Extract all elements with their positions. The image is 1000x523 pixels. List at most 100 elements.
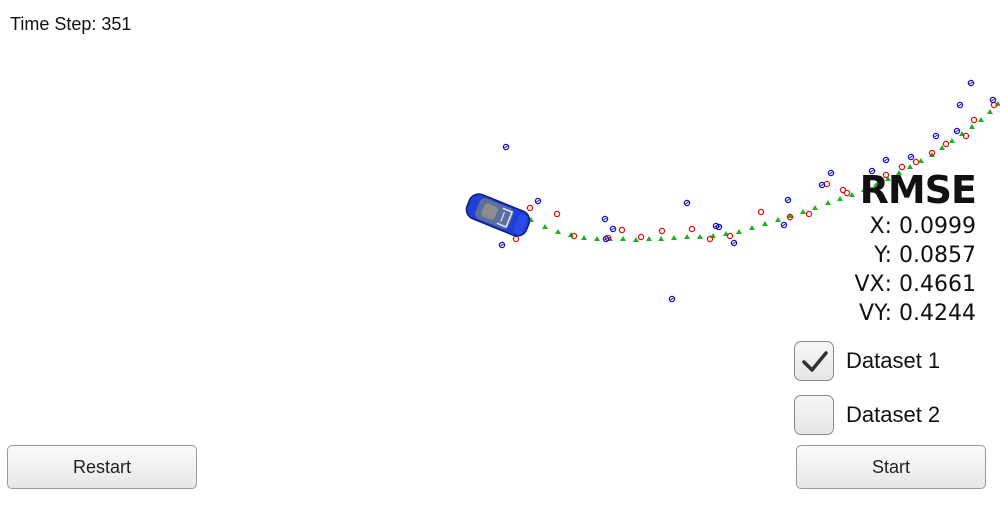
estimate-marker [594,236,600,241]
radar-direction-mark [611,227,615,231]
estimate-marker [918,158,924,163]
radar-direction-mark [958,103,962,107]
lidar-marker [553,210,561,218]
estimate-marker [978,117,984,122]
radar-marker [609,225,617,233]
estimate-marker [949,138,955,143]
radar-marker [967,79,975,87]
estimate-marker [749,225,755,230]
radar-marker [780,221,788,229]
radar-direction-mark [820,183,824,187]
start-button[interactable]: Start [796,445,986,489]
estimate-marker [969,124,975,129]
radar-direction-mark [685,201,689,205]
dataset-2-checkbox[interactable] [794,395,834,435]
estimate-marker [684,234,690,239]
radar-marker [534,197,542,205]
lidar-marker [688,225,696,233]
radar-marker [601,215,609,223]
estimate-marker [849,192,855,197]
lidar-marker [512,235,520,243]
radar-direction-mark [786,198,790,202]
radar-direction-mark [829,171,833,175]
estimate-marker [861,187,867,192]
radar-marker [882,156,890,164]
radar-marker [907,153,915,161]
estimate-marker [907,164,913,169]
estimate-marker [671,235,677,240]
radar-marker [730,239,738,247]
radar-marker [712,222,720,230]
rmse-y-value: Y: 0.0857 [874,243,976,268]
restart-button[interactable]: Restart [7,445,197,489]
dataset-1-checkbox[interactable] [794,341,834,381]
radar-marker [953,127,961,135]
lidar-marker [843,189,851,197]
radar-marker [868,167,876,175]
radar-marker [932,132,940,140]
rmse-panel: RMSE X: 0.0999 Y: 0.0857 VX: 0.4661 VY: … [854,168,977,328]
timestep-label: Time Step: 351 [10,14,132,34]
radar-marker [715,223,723,231]
estimate-marker [581,235,587,240]
car-icon [465,193,531,237]
radar-direction-mark [991,98,995,102]
radar-direction-mark [603,217,607,221]
estimate-marker [987,109,993,114]
rmse-vy-value: VY: 0.4244 [859,301,976,326]
estimate-marker [837,196,843,201]
radar-direction-mark [955,129,959,133]
estimate-marker [873,182,879,187]
lidar-marker [882,171,890,179]
estimate-marker [658,236,664,241]
dataset-2-option[interactable]: Dataset 2 [794,393,994,437]
estimate-marker [825,200,831,205]
estimate-marker [885,176,891,181]
lidar-marker [839,186,847,194]
radar-direction-mark [782,223,786,227]
radar-direction-mark [969,81,973,85]
radar-direction-mark [870,169,874,173]
dataset-1-label: Dataset 1 [846,348,941,373]
estimate-marker [896,170,902,175]
lidar-marker [526,204,534,212]
lidar-marker [898,163,906,171]
lidar-marker [637,233,645,241]
rmse-title: RMSE [859,168,977,212]
estimate-marker [633,237,639,242]
radar-marker [602,235,610,243]
lidar-marker [786,213,794,221]
radar-marker [818,181,826,189]
estimate-marker [620,236,626,241]
rmse-vx-value: VX: 0.4661 [854,272,976,297]
radar-direction-mark [717,225,721,229]
radar-direction-mark [884,158,888,162]
estimate-marker [775,217,781,222]
radar-marker [502,143,510,151]
lidar-marker [805,210,813,218]
estimate-marker [568,232,574,237]
estimate-marker [812,205,818,210]
radar-direction-mark [670,297,674,301]
radar-marker [668,295,676,303]
radar-direction-mark [500,243,504,247]
radar-marker [498,241,506,249]
lidar-marker [658,227,666,235]
estimate-marker [736,229,742,234]
lidar-marker [928,149,936,157]
estimate-marker [939,145,945,150]
radar-direction-mark [504,145,508,149]
lidar-marker [726,232,734,240]
estimate-marker [542,224,548,229]
lidar-marker [912,158,920,166]
estimate-marker [646,236,652,241]
lidar-marker [823,180,831,188]
rmse-x-value: X: 0.0999 [869,214,976,239]
dataset-2-label: Dataset 2 [846,402,941,427]
dataset-1-option[interactable]: Dataset 1 [794,339,994,383]
radar-marker [683,199,691,207]
radar-direction-mark [909,155,913,159]
lidar-marker [962,132,970,140]
radar-marker [784,196,792,204]
